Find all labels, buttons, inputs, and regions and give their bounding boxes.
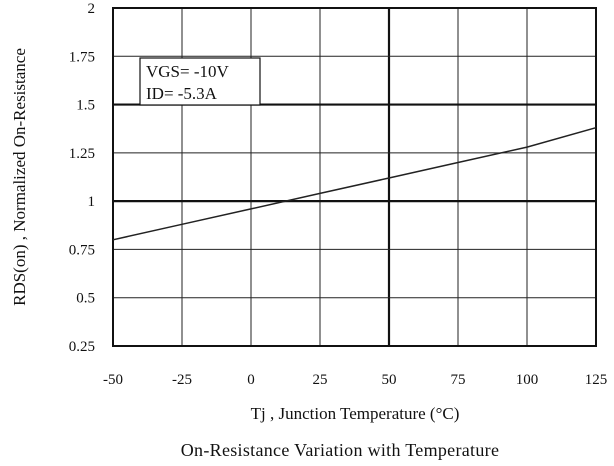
chart-title: On-Resistance Variation with Temperature	[181, 440, 499, 460]
x-tick-label: 25	[313, 372, 328, 388]
x-tick-labels: -50 -25 0 25 50 75 100 125	[103, 372, 607, 388]
y-tick-label: 1.25	[69, 146, 95, 162]
y-axis-title: RDS(on) , Normalized On-Resistance	[10, 48, 29, 306]
y-tick-label: 1	[88, 194, 96, 210]
y-tick-label: 0.75	[69, 242, 95, 258]
x-tick-label: 75	[451, 372, 466, 388]
x-tick-label: 50	[382, 372, 397, 388]
x-tick-label: 125	[585, 372, 608, 388]
y-tick-label: 1.75	[69, 49, 95, 65]
x-tick-label: -25	[172, 372, 192, 388]
y-tick-label: 1.5	[76, 98, 95, 114]
series-line	[112, 126, 597, 241]
y-tick-label: 0.25	[69, 339, 95, 355]
y-tick-label: 2	[88, 1, 96, 17]
annotation-vgs: VGS= -10V	[146, 62, 230, 81]
x-tick-label: 100	[516, 372, 539, 388]
plot-frame	[112, 7, 597, 347]
x-tick-label: -50	[103, 372, 123, 388]
x-axis-title: Tj , Junction Temperature (°C)	[251, 404, 460, 423]
annotation-id: ID= -5.3A	[146, 84, 218, 103]
y-tick-label: 0.5	[76, 291, 95, 307]
x-tick-label: 0	[247, 372, 255, 388]
y-tick-labels: 0.25 0.5 0.75 1 1.25 1.5 1.75 2	[69, 1, 95, 355]
annotation-box: VGS= -10V ID= -5.3A	[139, 57, 261, 106]
